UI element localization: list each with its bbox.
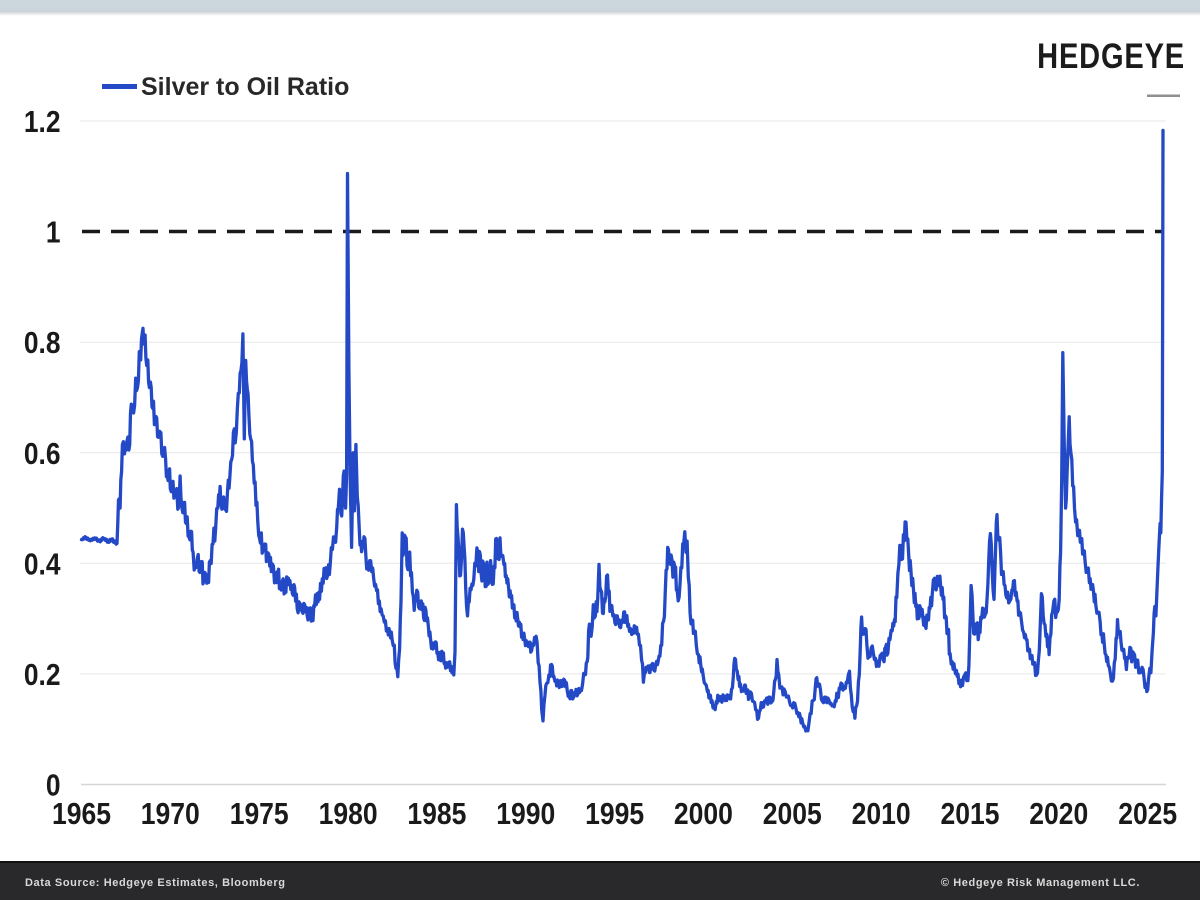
svg-text:Data Source: Hedgeye Estimates: Data Source: Hedgeye Estimates, Bloomber… (25, 877, 286, 889)
svg-text:0.4: 0.4 (24, 547, 61, 581)
svg-text:1965: 1965 (52, 796, 111, 831)
svg-text:1970: 1970 (141, 796, 200, 831)
svg-text:© Hedgeye Risk Management LLC.: © Hedgeye Risk Management LLC. (941, 877, 1140, 889)
svg-text:0.6: 0.6 (24, 437, 61, 471)
svg-text:1.2: 1.2 (24, 105, 61, 139)
svg-text:1975: 1975 (230, 796, 289, 831)
svg-text:0.2: 0.2 (24, 658, 61, 692)
svg-text:0.8: 0.8 (24, 326, 61, 360)
svg-text:2010: 2010 (852, 796, 911, 831)
svg-text:2015: 2015 (941, 796, 1000, 831)
svg-text:1: 1 (46, 216, 61, 250)
svg-text:0: 0 (46, 769, 61, 803)
svg-text:2000: 2000 (674, 796, 733, 831)
svg-text:1990: 1990 (496, 796, 555, 831)
svg-text:2005: 2005 (763, 796, 822, 831)
svg-text:2025: 2025 (1118, 796, 1177, 831)
svg-text:1995: 1995 (585, 796, 644, 831)
svg-text:1985: 1985 (407, 796, 466, 831)
svg-text:HEDGEYE: HEDGEYE (1037, 36, 1185, 75)
svg-text:1980: 1980 (319, 796, 378, 831)
svg-text:Silver to Oil Ratio: Silver to Oil Ratio (141, 73, 349, 101)
svg-text:2020: 2020 (1029, 796, 1088, 831)
